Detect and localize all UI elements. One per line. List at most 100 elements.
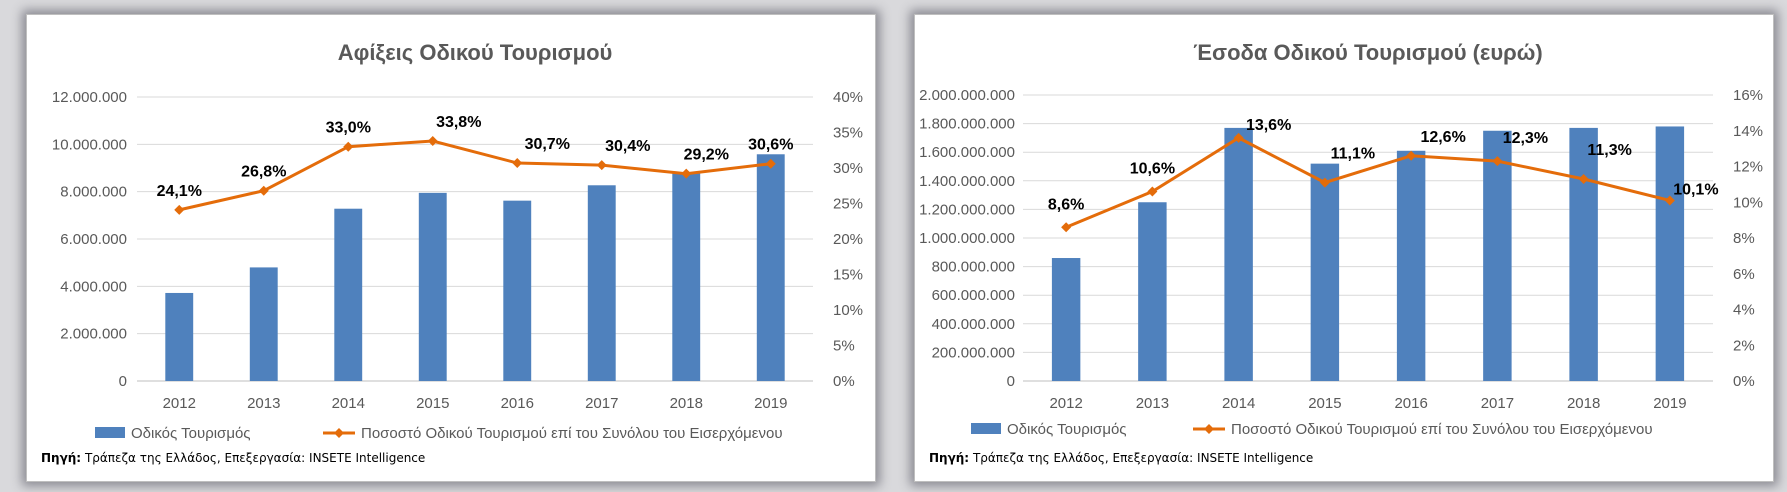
line-marker bbox=[343, 141, 354, 152]
right-axis-tick: 0% bbox=[833, 373, 855, 390]
bar bbox=[334, 208, 363, 381]
bar bbox=[249, 267, 278, 381]
line-marker bbox=[765, 158, 776, 169]
x-axis-tick: 2019 bbox=[1653, 395, 1686, 412]
left-axis-tick: 4.000.000 bbox=[60, 278, 127, 295]
bar bbox=[1569, 127, 1598, 381]
x-axis-tick: 2017 bbox=[585, 395, 618, 412]
line-marker bbox=[512, 158, 523, 169]
left-axis-tick: 800.000.000 bbox=[932, 259, 1015, 276]
left-axis-tick: 1.600.000.000 bbox=[919, 144, 1015, 161]
x-axis-tick: 2014 bbox=[1222, 395, 1255, 412]
bar bbox=[1396, 150, 1426, 381]
source-note: Πηγή: Τράπεζα της Ελλάδος, Επεξεργασία: … bbox=[929, 451, 1313, 465]
right-axis-tick: 2% bbox=[1733, 337, 1755, 354]
source-text: Τράπεζα της Ελλάδος, Επεξεργασία: INSETE… bbox=[84, 451, 426, 465]
right-axis-tick: 5% bbox=[833, 338, 855, 355]
chart-title: Έσοδα Οδικού Τουρισμού (ευρώ) bbox=[1193, 40, 1542, 65]
right-axis-tick: 12% bbox=[1733, 159, 1763, 176]
bar bbox=[1051, 258, 1081, 381]
line-marker bbox=[1406, 150, 1417, 161]
data-label: 33,8% bbox=[436, 114, 481, 131]
left-axis-tick: 0 bbox=[119, 373, 127, 390]
x-axis-tick: 2012 bbox=[163, 395, 196, 412]
data-label: 11,1% bbox=[1331, 146, 1375, 163]
bar bbox=[672, 172, 701, 381]
x-axis-tick: 2017 bbox=[1481, 395, 1514, 412]
right-axis-tick: 8% bbox=[1733, 230, 1755, 247]
right-axis-tick: 14% bbox=[1733, 123, 1763, 140]
left-axis-tick: 1.200.000.000 bbox=[919, 201, 1015, 218]
data-label: 29,2% bbox=[684, 147, 729, 164]
legend-line-marker bbox=[334, 428, 344, 438]
left-axis-tick: 1.400.000.000 bbox=[919, 173, 1015, 190]
right-axis-tick: 4% bbox=[1733, 302, 1755, 319]
source-text: Τράπεζα της Ελλάδος, Επεξεργασία: INSETE… bbox=[972, 451, 1314, 465]
left-axis-tick: 1.800.000.000 bbox=[919, 116, 1015, 133]
right-axis-tick: 20% bbox=[833, 231, 863, 248]
line-marker bbox=[1061, 222, 1072, 233]
x-axis-tick: 2016 bbox=[501, 395, 534, 412]
data-label: 24,1% bbox=[157, 183, 202, 200]
x-axis-tick: 2015 bbox=[1308, 395, 1341, 412]
right-axis-tick: 16% bbox=[1733, 87, 1763, 104]
line-marker bbox=[1492, 156, 1503, 167]
line-marker bbox=[174, 204, 185, 215]
right-axis-tick: 6% bbox=[1733, 266, 1755, 283]
right-axis-tick: 10% bbox=[833, 302, 863, 319]
legend-line-label: Ποσοστό Οδικού Τουρισμού επί του Συνόλου… bbox=[361, 425, 783, 442]
arrivals-chart: Αφίξεις Οδικού Τουρισμού 0 2.000.000 4.000.… bbox=[52, 40, 863, 442]
right-axis-tick: 0% bbox=[1733, 373, 1755, 390]
left-axis-tick: 600.000.000 bbox=[932, 287, 1015, 304]
x-axis-tick: 2019 bbox=[754, 395, 787, 412]
right-axis-tick: 30% bbox=[833, 160, 863, 177]
x-axis-tick: 2016 bbox=[1394, 395, 1427, 412]
left-axis-tick: 6.000.000 bbox=[60, 231, 127, 248]
revenue-chart-panel: Έσοδα Οδικού Τουρισμού (ευρώ) 0 200.000.00… bbox=[914, 14, 1774, 482]
bar bbox=[165, 292, 194, 381]
right-axis-tick: 35% bbox=[833, 125, 863, 142]
line-series bbox=[178, 139, 771, 212]
bar bbox=[1310, 163, 1340, 381]
left-axis-tick: 0 bbox=[1007, 373, 1015, 390]
line-series bbox=[1065, 136, 1671, 229]
data-label: 33,0% bbox=[326, 120, 371, 137]
line-marker bbox=[1233, 132, 1244, 143]
data-label: 30,4% bbox=[605, 138, 650, 155]
arrivals-chart-panel: Αφίξεις Οδικού Τουρισμού 0 2.000.000 4.000.… bbox=[26, 14, 876, 482]
x-axis-tick: 2018 bbox=[1567, 395, 1600, 412]
data-label: 30,7% bbox=[525, 136, 570, 153]
legend-bar-swatch bbox=[95, 427, 125, 438]
line-marker bbox=[1664, 195, 1675, 206]
bar bbox=[1138, 202, 1167, 381]
left-axis-tick: 400.000.000 bbox=[932, 316, 1015, 333]
x-axis-tick: 2015 bbox=[416, 395, 449, 412]
left-axis-tick: 1.000.000.000 bbox=[919, 230, 1015, 247]
bar bbox=[503, 200, 532, 381]
line-marker bbox=[596, 160, 607, 171]
right-axis-tick: 15% bbox=[833, 267, 863, 284]
right-axis-tick: 40% bbox=[833, 89, 863, 106]
data-label: 12,3% bbox=[1503, 130, 1548, 147]
line-marker bbox=[1319, 177, 1330, 188]
line-marker bbox=[1147, 186, 1158, 197]
data-label: 10,1% bbox=[1673, 181, 1718, 198]
left-axis-tick: 2.000.000.000 bbox=[919, 87, 1015, 104]
left-axis-tick: 12.000.000 bbox=[52, 89, 127, 106]
x-axis-tick: 2012 bbox=[1049, 395, 1082, 412]
x-axis-tick: 2013 bbox=[1136, 395, 1169, 412]
bar bbox=[1224, 127, 1253, 381]
x-axis-tick: 2014 bbox=[332, 395, 365, 412]
data-label: 10,6% bbox=[1130, 161, 1175, 178]
x-axis-tick: 2013 bbox=[247, 395, 280, 412]
bar bbox=[1655, 126, 1685, 382]
bar bbox=[1483, 130, 1512, 381]
legend-bar-swatch bbox=[971, 423, 1001, 434]
data-label: 26,8% bbox=[241, 164, 286, 181]
line-marker bbox=[1578, 174, 1589, 185]
bar bbox=[418, 192, 447, 381]
data-label: 8,6% bbox=[1048, 196, 1084, 213]
legend-line-marker bbox=[1204, 424, 1214, 434]
source-note: Πηγή: Τράπεζα της Ελλάδος, Επεξεργασία: … bbox=[41, 451, 425, 465]
data-label: 12,6% bbox=[1420, 129, 1465, 146]
